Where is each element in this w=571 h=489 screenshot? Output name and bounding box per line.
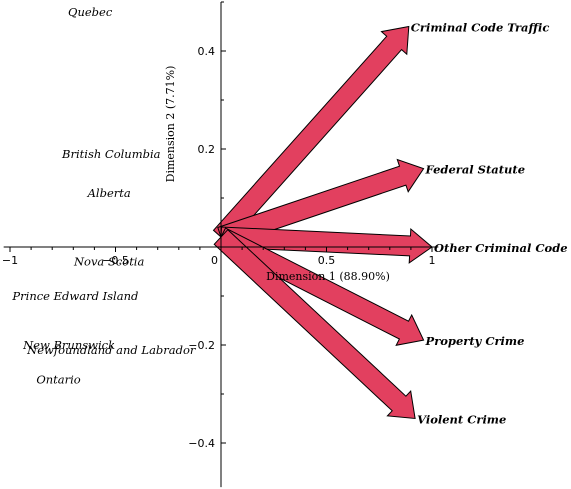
x-tick-label: 0 xyxy=(211,254,218,267)
arrow-violent-crime xyxy=(213,228,416,420)
province-label-alberta: Alberta xyxy=(87,186,131,200)
province-label-newfoundland-and-labrador: Newfoundland and Labrador xyxy=(26,343,197,357)
y-tick-label: −0.4 xyxy=(188,437,215,450)
variable-label-federal-statute: Federal Statute xyxy=(425,163,525,177)
province-label-prince-edward-island: Prince Edward Island xyxy=(11,289,138,303)
x-axis-title: Dimension 1 (88.90%) xyxy=(266,270,390,283)
x-tick-label: 0.5 xyxy=(318,254,336,267)
arrow-property-crime xyxy=(215,227,425,346)
y-axis-title: Dimension 2 (7.71%) xyxy=(164,66,177,183)
province-label-british-columbia: British Columbia xyxy=(61,147,161,161)
arrow-other-criminal-code xyxy=(219,226,433,264)
x-tick-label: 1 xyxy=(429,254,436,267)
province-label-new-brunswick: New Brunswick xyxy=(22,338,115,352)
variable-label-property-crime: Property Crime xyxy=(425,334,525,348)
variable-label-other-criminal-code: Other Criminal Code xyxy=(434,241,568,255)
labels: −1 −0.5 0 0.5 1 0.4 0.2 −0.2 −0.4 Dimension 1 (88… xyxy=(2,5,568,450)
y-tick-label: −0.2 xyxy=(188,339,215,352)
variable-label-violent-crime: Violent Crime xyxy=(417,413,506,427)
y-tick-label: 0.2 xyxy=(198,143,216,156)
province-label-quebec: Quebec xyxy=(68,5,113,19)
arrow-criminal-code-traffic xyxy=(212,25,410,245)
province-label-nova-scotia: Nova Scotia xyxy=(73,255,145,269)
x-tick-label: −1 xyxy=(2,254,18,267)
variable-arrows xyxy=(212,25,433,420)
variable-label-criminal-code-traffic: Criminal Code Traffic xyxy=(411,21,550,35)
x-tick-label: −0.5 xyxy=(102,254,129,267)
axes xyxy=(3,1,439,488)
province-label-ontario: Ontario xyxy=(36,372,80,386)
y-tick-label: 0.4 xyxy=(198,45,216,58)
arrow-federal-statute xyxy=(217,158,425,248)
